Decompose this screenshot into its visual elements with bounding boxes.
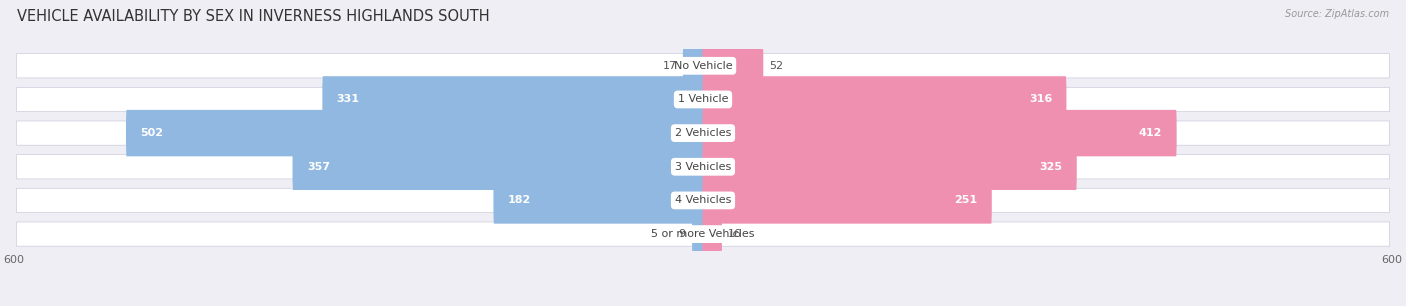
FancyBboxPatch shape: [17, 188, 1389, 213]
FancyBboxPatch shape: [17, 54, 1389, 78]
Text: 2 Vehicles: 2 Vehicles: [675, 128, 731, 138]
Text: 502: 502: [141, 128, 163, 138]
Text: 412: 412: [1139, 128, 1163, 138]
Text: 52: 52: [769, 61, 783, 71]
Text: 4 Vehicles: 4 Vehicles: [675, 196, 731, 205]
FancyBboxPatch shape: [683, 43, 703, 89]
FancyBboxPatch shape: [322, 76, 703, 123]
Text: Source: ZipAtlas.com: Source: ZipAtlas.com: [1285, 9, 1389, 19]
Text: 316: 316: [1029, 95, 1052, 104]
Text: 3 Vehicles: 3 Vehicles: [675, 162, 731, 172]
FancyBboxPatch shape: [494, 177, 703, 224]
Text: 331: 331: [336, 95, 360, 104]
FancyBboxPatch shape: [17, 222, 1389, 246]
FancyBboxPatch shape: [703, 177, 991, 224]
FancyBboxPatch shape: [703, 144, 1077, 190]
FancyBboxPatch shape: [692, 211, 703, 257]
FancyBboxPatch shape: [703, 110, 1177, 156]
FancyBboxPatch shape: [292, 144, 703, 190]
FancyBboxPatch shape: [703, 211, 721, 257]
FancyBboxPatch shape: [127, 110, 703, 156]
FancyBboxPatch shape: [703, 76, 1066, 123]
Text: 17: 17: [662, 61, 676, 71]
FancyBboxPatch shape: [17, 121, 1389, 145]
Text: 357: 357: [307, 162, 330, 172]
Text: 251: 251: [955, 196, 977, 205]
FancyBboxPatch shape: [703, 43, 763, 89]
Text: 16: 16: [728, 229, 742, 239]
Text: 5 or more Vehicles: 5 or more Vehicles: [651, 229, 755, 239]
Text: VEHICLE AVAILABILITY BY SEX IN INVERNESS HIGHLANDS SOUTH: VEHICLE AVAILABILITY BY SEX IN INVERNESS…: [17, 9, 489, 24]
FancyBboxPatch shape: [17, 87, 1389, 112]
Text: No Vehicle: No Vehicle: [673, 61, 733, 71]
Text: 1 Vehicle: 1 Vehicle: [678, 95, 728, 104]
Text: 182: 182: [508, 196, 531, 205]
Text: 9: 9: [679, 229, 686, 239]
FancyBboxPatch shape: [17, 155, 1389, 179]
Text: 325: 325: [1039, 162, 1063, 172]
